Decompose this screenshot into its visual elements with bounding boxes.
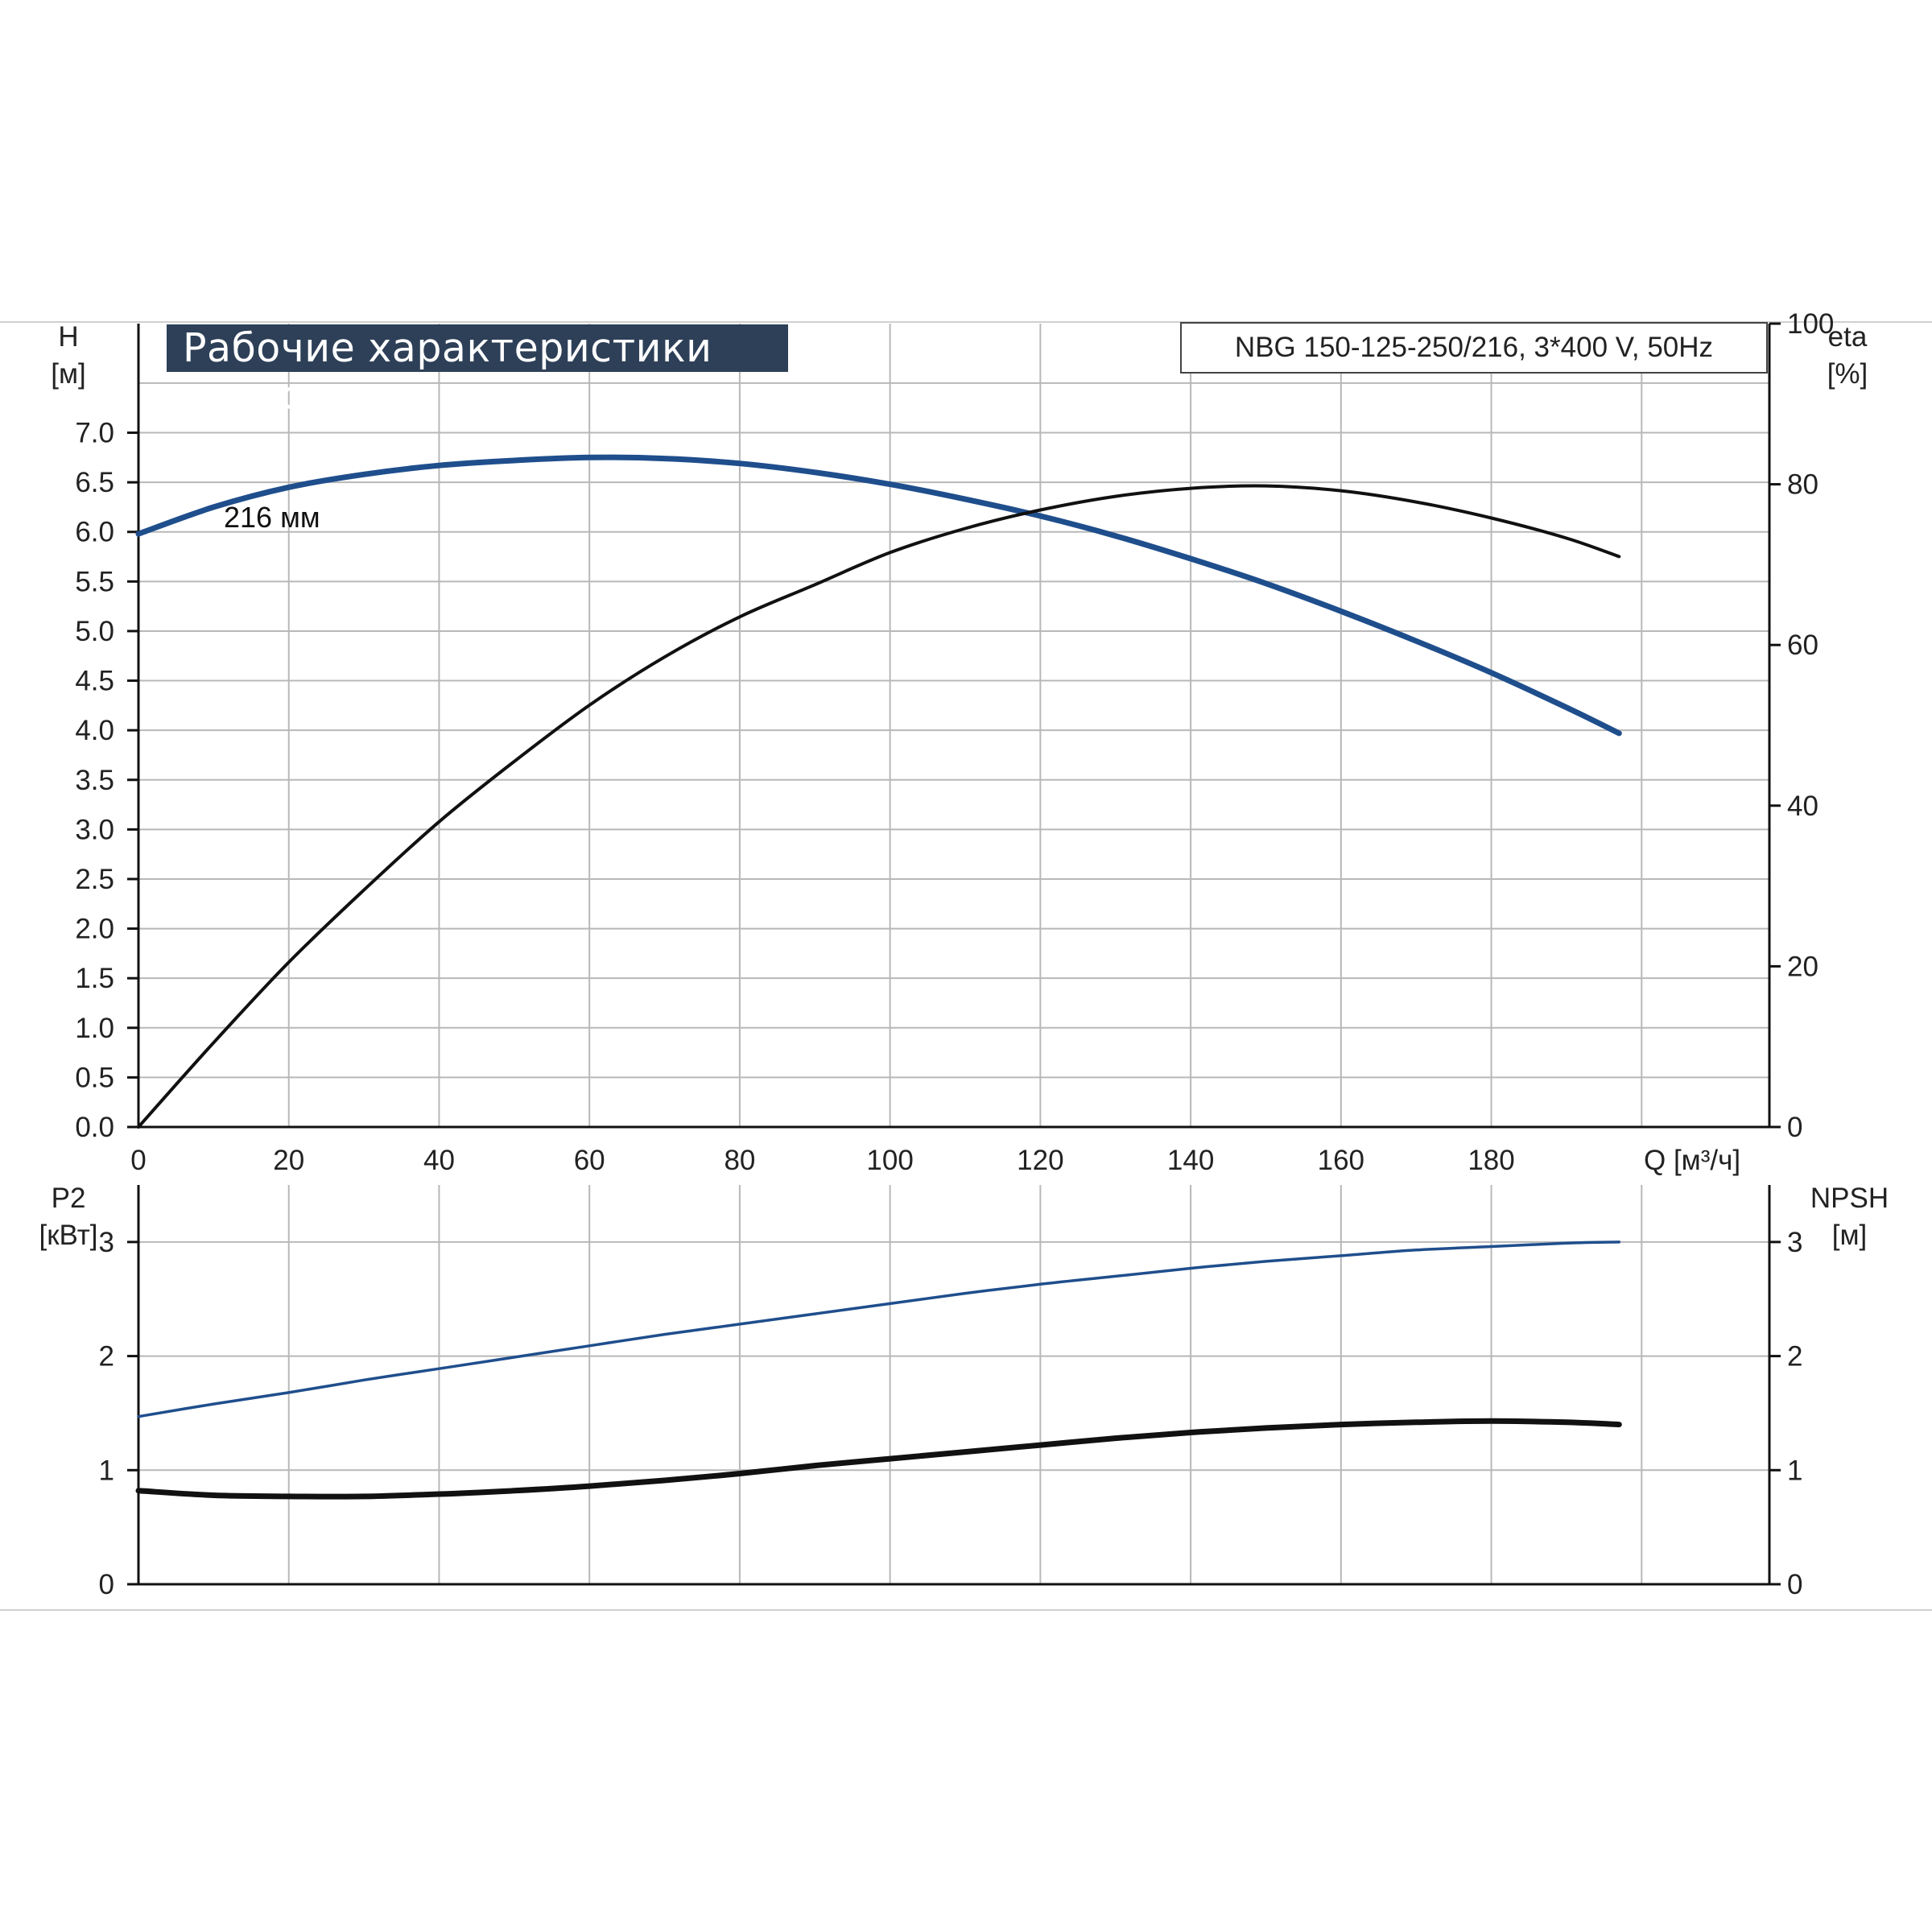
x-tick-label: 160 xyxy=(1318,1145,1364,1176)
x-tick-label: 140 xyxy=(1167,1145,1214,1176)
right-tick-label: 40 xyxy=(1787,791,1818,822)
x-tick-label: 60 xyxy=(574,1145,605,1176)
curve-diameter-label: 216 мм xyxy=(224,501,320,534)
left-tick-label: 6.0 xyxy=(75,517,114,548)
x-tick-label: 180 xyxy=(1468,1145,1514,1176)
series-line-p2 xyxy=(137,1241,1621,1418)
left-tick-label: 2.0 xyxy=(75,914,114,945)
series-line-npsh xyxy=(135,1418,1622,1500)
npsh-axis-title: NPSH [м] xyxy=(1795,1180,1904,1254)
bottom-border xyxy=(0,1609,1932,1611)
right-tick-label: 80 xyxy=(1787,469,1818,501)
left-tick-label: 5.5 xyxy=(75,566,114,597)
h-axis-title: H [м] xyxy=(32,319,105,393)
h-axis-unit: [м] xyxy=(51,358,86,390)
eta-axis-title: eta [%] xyxy=(1807,319,1888,393)
left-tick-label: 0.0 xyxy=(75,1112,114,1143)
left-tick-label: 3 xyxy=(99,1227,114,1258)
left-tick-label: 3.0 xyxy=(75,814,114,845)
series-line-eta xyxy=(137,484,1621,1129)
x-tick-label: 80 xyxy=(724,1145,755,1176)
left-tick-label: 0 xyxy=(99,1569,114,1600)
left-tick-label: 1.5 xyxy=(75,963,114,994)
x-tick-label: 20 xyxy=(273,1145,304,1176)
left-tick-label: 7.0 xyxy=(75,418,114,449)
right-tick-label: 60 xyxy=(1787,630,1818,661)
left-tick-label: 4.0 xyxy=(75,715,114,746)
left-tick-label: 5.0 xyxy=(75,616,114,647)
p2-axis-title: P2 [кВт] xyxy=(16,1180,121,1254)
left-tick-label: 2.5 xyxy=(75,864,114,895)
x-axis-label: Q [м³/ч] xyxy=(1644,1145,1740,1176)
left-tick-label: 2 xyxy=(99,1341,114,1373)
left-tick-label: 1.0 xyxy=(75,1013,114,1044)
x-tick-label: 100 xyxy=(866,1145,913,1176)
p2-axis-unit: [кВт] xyxy=(39,1220,98,1251)
chart-title: Рабочие характеристики насоса xyxy=(167,324,788,419)
p2-axis-symbol: P2 xyxy=(51,1183,86,1214)
right-tick-label: 1 xyxy=(1787,1455,1802,1486)
left-tick-label: 1 xyxy=(99,1455,114,1486)
right-tick-label: 2 xyxy=(1787,1341,1802,1373)
left-tick-label: 3.5 xyxy=(75,765,114,796)
npsh-axis-symbol: NPSH xyxy=(1810,1183,1889,1214)
h-axis-symbol: H xyxy=(58,321,79,353)
right-tick-label: 0 xyxy=(1787,1112,1802,1143)
model-label: NBG 150-125-250/216, 3*400 V, 50Hz xyxy=(1180,322,1768,374)
top-border xyxy=(0,321,1932,323)
eta-axis-unit: [%] xyxy=(1827,358,1868,390)
eta-axis-symbol: eta xyxy=(1827,321,1868,353)
right-tick-label: 0 xyxy=(1787,1569,1802,1600)
right-tick-label: 20 xyxy=(1787,951,1818,982)
left-tick-label: 6.5 xyxy=(75,467,114,498)
left-tick-label: 4.5 xyxy=(75,666,114,697)
x-tick-label: 40 xyxy=(423,1145,455,1176)
series-line-h xyxy=(135,454,1622,737)
right-tick-label: 3 xyxy=(1787,1227,1802,1258)
left-tick-label: 0.5 xyxy=(75,1062,114,1093)
x-tick-label: 0 xyxy=(130,1145,146,1176)
x-tick-label: 120 xyxy=(1017,1145,1063,1176)
right-tick-label: 100 xyxy=(1787,308,1834,340)
npsh-axis-unit: [м] xyxy=(1831,1220,1868,1251)
